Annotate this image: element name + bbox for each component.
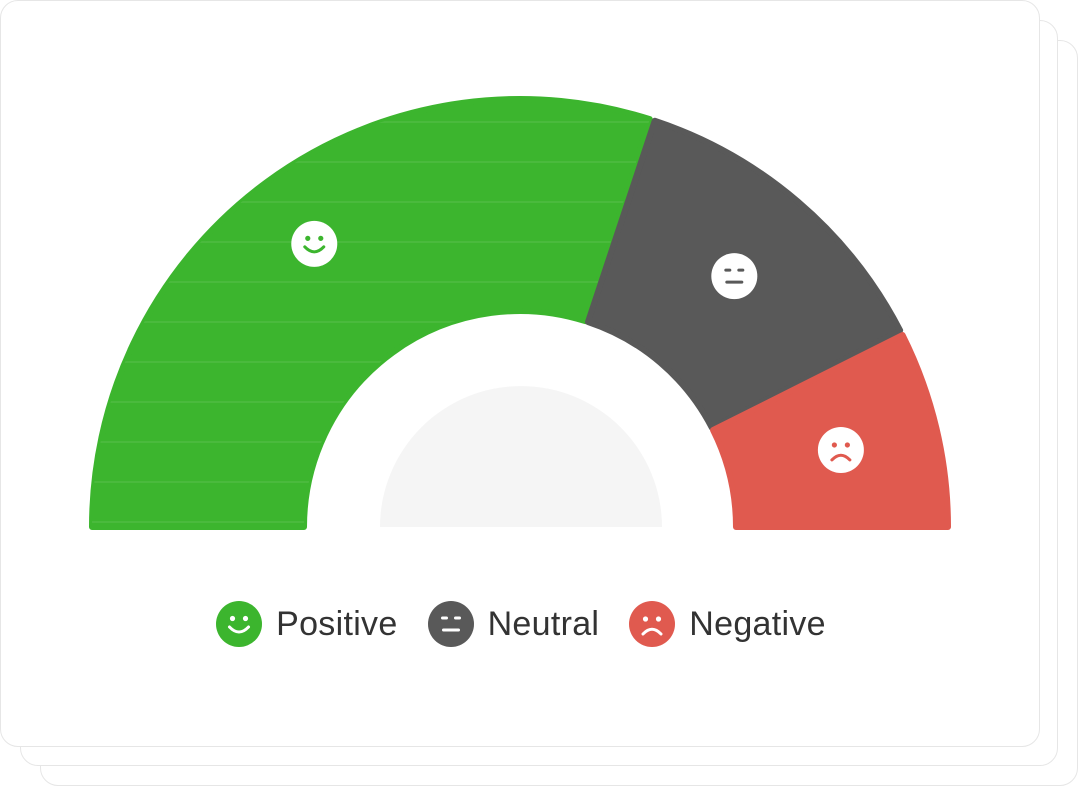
- smile-face-icon: [291, 220, 338, 267]
- chart-card: Positive Neutral Negative: [0, 0, 1040, 747]
- frown-face-icon: [817, 426, 864, 473]
- legend-item-positive: Positive: [216, 601, 397, 647]
- gauge-segment-texture: [92, 98, 650, 527]
- chart-legend: Positive Neutral Negative: [1, 599, 1041, 649]
- legend-item-negative: Negative: [629, 601, 826, 647]
- legend-label-neutral: Neutral: [487, 604, 600, 643]
- legend-item-neutral: Neutral: [427, 601, 600, 647]
- smile-face-icon: [216, 601, 263, 647]
- legend-label-positive: Positive: [276, 604, 398, 643]
- sentiment-gauge-chart: [89, 96, 951, 530]
- legend-label-negative: Negative: [689, 604, 826, 643]
- neutral-face-icon: [427, 601, 474, 647]
- neutral-face-icon: [711, 253, 758, 300]
- gauge-inner-disc: [380, 386, 662, 527]
- frown-face-icon: [629, 601, 676, 647]
